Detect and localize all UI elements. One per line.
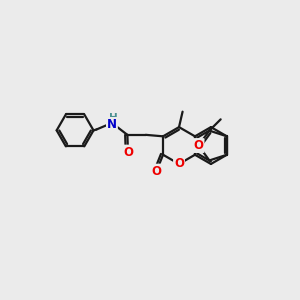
Text: N: N	[107, 118, 117, 131]
Text: O: O	[124, 146, 134, 159]
Text: O: O	[174, 158, 184, 170]
Text: H: H	[109, 113, 118, 124]
Text: O: O	[151, 165, 161, 178]
Text: O: O	[194, 139, 203, 152]
